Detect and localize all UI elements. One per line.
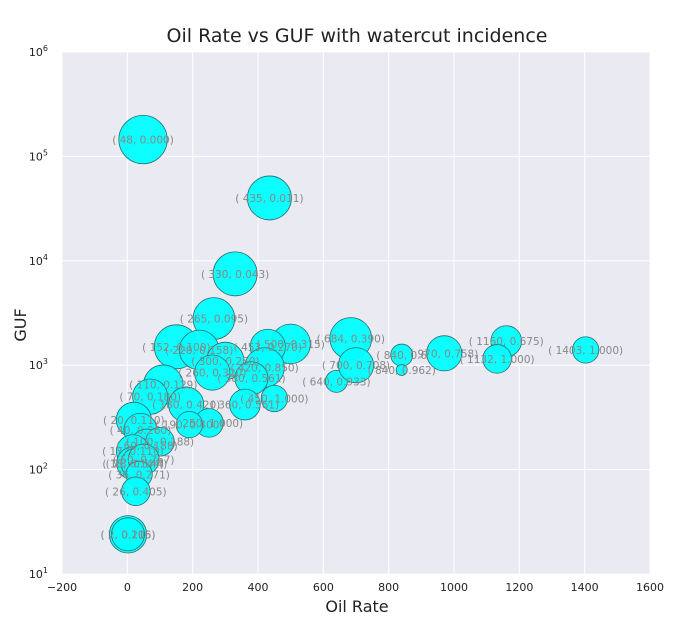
point-annotation: ( 640, 0.933) [302,376,370,388]
point-annotation: ( 20, 0.110) [103,415,165,427]
point-annotation: ( 250, 1.000) [175,418,243,430]
data-point [247,175,292,221]
point-annotation: ( 36, 0.271) [108,469,170,481]
data-point [482,344,512,374]
point-annotation: ( 450, 1.000) [240,393,308,405]
y-tick-label: 106 [29,44,48,59]
point-annotation: ( 380, 0.561) [217,373,285,385]
point-annotation: ( 500, 0.315) [257,339,325,351]
data-point [572,336,600,364]
point-annotation: ( 17, 0.110) [102,446,164,458]
point-annotation: ( 1132, 1.000) [460,354,535,366]
data-point [175,410,203,439]
y-axis-label: GUF [11,308,30,341]
y-tick-label: 101 [29,566,48,581]
point-annotation: ( 18, 0.144) [102,458,164,470]
grid [61,51,651,575]
data-points [108,114,600,554]
x-axis-label: Oil Rate [325,597,388,616]
x-tick-label: 1600 [636,581,664,594]
point-annotation: ( 28, 0.144) [106,458,168,470]
data-point [229,388,261,421]
point-annotations: ( 48, 0.000) ( 435, 0.011) ( 330, 0.043) ( … [101,135,624,542]
x-tick-labels: −200 0 200 400 600 800 1000 1200 1400 1600 [47,581,664,594]
point-annotation: ( 265, 0.095) [180,314,248,326]
data-point [194,354,231,391]
data-point [426,335,463,372]
x-tick-label: 0 [124,581,131,594]
point-annotation: ( 40, 0.260) [110,425,172,437]
x-tick-label: 1400 [571,581,599,594]
x-tick-label: 1200 [505,581,533,594]
point-annotation: ( 700, 0.708) [322,360,390,372]
x-tick-label: 200 [182,581,203,594]
x-tick-label: 400 [248,581,269,594]
point-annotation: ( 453, 0.270) [234,342,302,354]
point-annotation: ( 48, 0.000) [112,135,174,147]
point-annotation: ( 260, 0.320) [178,368,246,380]
point-annotation: ( 26, 0.405) [105,486,167,498]
point-annotation: ( 684, 0.390) [317,334,385,346]
data-point [111,517,145,552]
x-tick-label: 800 [378,581,399,594]
point-annotation: ( 190, 0.400) [155,420,223,432]
y-tick-label: 102 [29,462,48,477]
data-point [212,251,258,297]
point-annotation: ( 70, 0.180) [119,392,181,404]
data-point [337,347,374,384]
point-annotation: ( 840, 0.6 [376,350,427,362]
y-tick-label: 104 [29,253,48,268]
point-annotation: ( 360, 0.561) [211,400,279,412]
point-annotation: ( 2, 0.216) [101,529,156,541]
point-annotation: ( 435, 0.011) [235,193,303,205]
chart-title: Oil Rate vs GUF with watercut incidence [167,25,548,47]
point-annotation: ( 50, 0.767) [113,454,175,466]
point-annotation: ( 220, 0.158) [165,345,233,357]
point-annotation: ( 2, 0.105) [101,529,156,541]
point-annotation: ( 330, 0.043) [201,269,269,281]
y-tick-label: 105 [29,148,48,163]
point-annotation: ( 110, 0.129) [129,380,197,392]
point-annotation: ( 420, 0.850) [230,363,298,375]
data-point [395,364,408,376]
y-tick-labels: 101 102 103 104 105 106 [29,44,48,581]
data-point [260,384,288,413]
point-annotation: ( 970, 0.758) [410,348,478,360]
point-annotation: ( 1403, 1.000) [548,345,623,357]
data-point [118,114,168,165]
point-annotation: ( 840, 0.962) [368,365,436,377]
point-annotation: ( 300, 0.250) [191,356,259,368]
point-annotation: ( 60, 0.188) [116,441,178,453]
x-tick-label: −200 [47,581,77,594]
data-point [121,476,151,506]
x-tick-label: 1000 [440,581,468,594]
point-annotation: ( 152, 0.100) [142,342,210,354]
point-annotation: ( 1160, 0.675) [469,336,544,348]
point-annotation: ( 100, 0.188) [126,437,194,449]
x-tick-label: 600 [313,581,334,594]
y-tick-label: 103 [29,357,48,372]
point-annotation: ( 180, 0.420) [152,400,220,412]
